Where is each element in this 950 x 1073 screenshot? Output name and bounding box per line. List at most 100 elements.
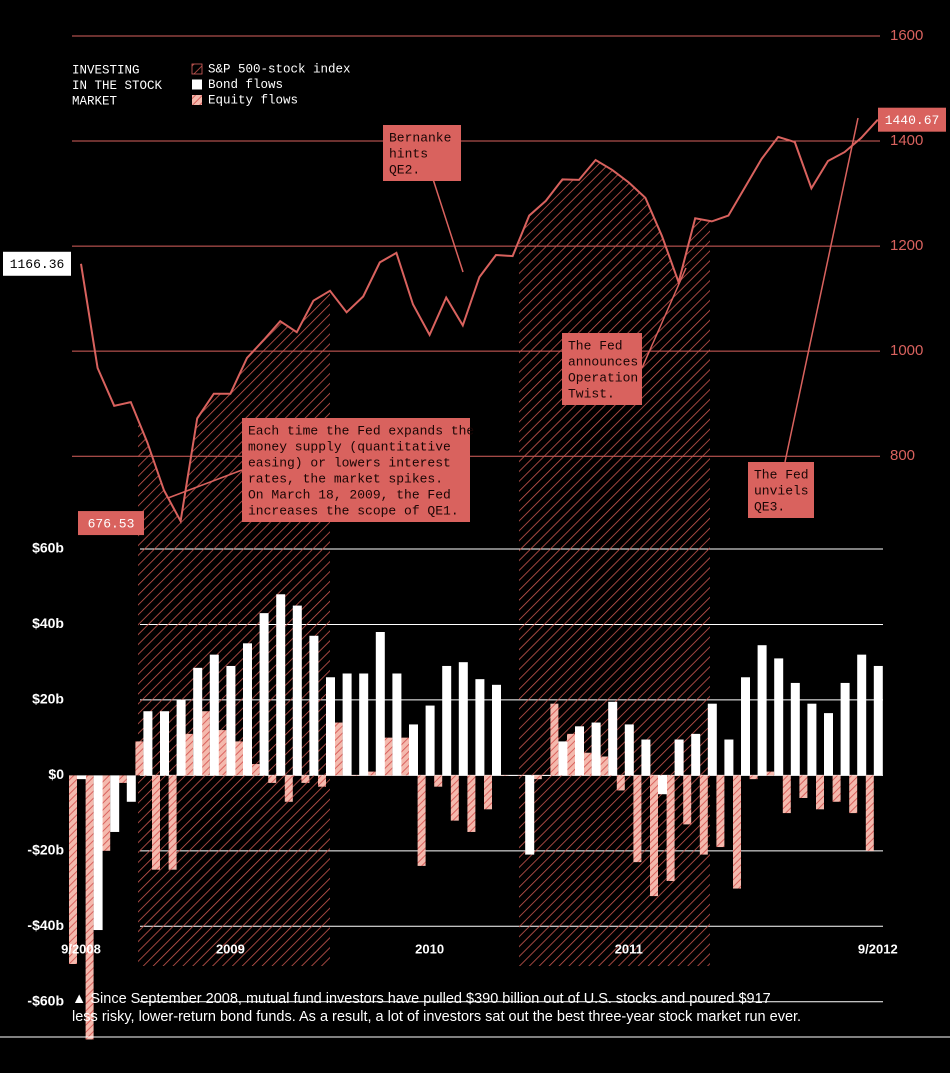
equity-bar bbox=[865, 775, 874, 851]
bond-bar bbox=[857, 654, 867, 776]
annotation-text: easing) or lowers interest bbox=[248, 455, 451, 470]
bond-bar bbox=[658, 775, 667, 795]
annotation-text: hints bbox=[389, 146, 428, 161]
bond-bar bbox=[674, 739, 684, 776]
bond-bar bbox=[790, 682, 800, 776]
annotation-text: Twist. bbox=[568, 386, 615, 401]
bond-bar bbox=[508, 775, 518, 776]
bond-bar bbox=[392, 673, 402, 776]
equity-bar bbox=[533, 775, 542, 780]
equity-bar bbox=[517, 775, 526, 776]
bond-bar bbox=[243, 643, 252, 776]
bond-bar bbox=[276, 594, 286, 776]
leader bbox=[431, 175, 464, 273]
bond-bar bbox=[624, 724, 634, 776]
value-label-box bbox=[78, 511, 144, 536]
annotation-text: The Fed bbox=[568, 338, 623, 353]
annotation-text: The Fed bbox=[754, 467, 809, 482]
bond-bar bbox=[359, 673, 369, 776]
y-tick-label: -$60b bbox=[27, 992, 64, 1008]
equity-bar bbox=[633, 775, 642, 863]
labels: -$60b -$40b -$20b $0 $20b $40b $60b 800 1000 1200… bbox=[3, 27, 946, 1025]
chart-title: INVESTING bbox=[72, 63, 140, 77]
equity-bar bbox=[832, 775, 841, 802]
equity-bar bbox=[849, 775, 858, 814]
equity-bar bbox=[69, 775, 77, 964]
value-label-box bbox=[3, 251, 71, 276]
leader bbox=[641, 267, 687, 369]
legend-swatch bbox=[192, 95, 202, 105]
equity-bar bbox=[550, 703, 559, 776]
equity-bar bbox=[733, 775, 741, 889]
bond-bar bbox=[77, 775, 86, 780]
annotation-text: Bernanke bbox=[389, 130, 451, 145]
equity-bar bbox=[716, 775, 725, 848]
equity-bar bbox=[500, 775, 509, 776]
bond-bar bbox=[226, 665, 236, 776]
annotation-text: On March 18, 2009, the Fed bbox=[248, 487, 451, 502]
bond-bar bbox=[458, 662, 468, 776]
equity-bar bbox=[450, 775, 459, 821]
equity-bar bbox=[782, 775, 791, 814]
caption: less risky, lower-return bond funds. As … bbox=[72, 1009, 801, 1025]
equity-bar bbox=[152, 775, 160, 870]
annotation-text: money supply (quantitative bbox=[248, 439, 451, 454]
x-tick-label: 9/2012 bbox=[858, 941, 898, 956]
chart-title: IN THE STOCK bbox=[72, 79, 163, 93]
equity-bar bbox=[417, 775, 426, 866]
equity-bar bbox=[185, 733, 194, 776]
bond-bar bbox=[176, 699, 186, 776]
leader-lines bbox=[167, 117, 859, 499]
equity-bar bbox=[118, 775, 127, 783]
bond-bar bbox=[558, 741, 568, 776]
y-tick-label: -$40b bbox=[27, 917, 64, 933]
bond-bar bbox=[309, 635, 319, 776]
bond-bar bbox=[492, 684, 501, 776]
equity-bar bbox=[251, 764, 260, 776]
equity-bar bbox=[683, 775, 692, 825]
equity-bar bbox=[650, 775, 658, 897]
y2-tick-label: 1200 bbox=[890, 237, 923, 254]
equity-bar bbox=[384, 737, 393, 776]
bond-bar bbox=[425, 705, 435, 776]
equity-bar bbox=[268, 775, 277, 783]
x-tick-label: 2010 bbox=[415, 941, 444, 956]
annotation-box bbox=[562, 333, 642, 405]
bond-bar bbox=[807, 703, 817, 776]
annotation-text: QE2. bbox=[389, 162, 420, 177]
y2-tick-label: 800 bbox=[890, 447, 915, 464]
bond-bar bbox=[259, 613, 269, 776]
y-tick-label: $0 bbox=[48, 766, 64, 782]
legend-swatch bbox=[191, 63, 203, 75]
bond-bar bbox=[757, 645, 767, 776]
equity-bar bbox=[699, 775, 708, 855]
equity-bar bbox=[367, 771, 376, 776]
bond-bar bbox=[409, 724, 418, 776]
y-tick-label: $60b bbox=[32, 540, 64, 556]
bond-bar bbox=[193, 667, 203, 776]
equity-bar bbox=[235, 741, 243, 776]
sp500-line bbox=[80, 119, 879, 525]
annotation-text: rates, the market spikes. bbox=[248, 471, 443, 486]
y2-tick-label: 1600 bbox=[890, 27, 923, 44]
equity-bar bbox=[85, 775, 94, 1040]
y2-tick-label: 1000 bbox=[890, 342, 923, 359]
bond-bar bbox=[375, 632, 385, 776]
legend-label: S&P 500-stock index bbox=[208, 62, 351, 76]
bond-bar bbox=[741, 677, 750, 776]
equity-bar bbox=[600, 756, 609, 776]
legend-label: Bond flows bbox=[208, 78, 283, 92]
y-tick-label: -$20b bbox=[27, 842, 64, 858]
equity-bar bbox=[484, 775, 492, 810]
bond-bar bbox=[707, 703, 717, 776]
annotation-text: Operation bbox=[568, 370, 638, 385]
annotation-box bbox=[383, 125, 461, 181]
x-tick-label: 2009 bbox=[216, 941, 245, 956]
annotation-text: QE3. bbox=[754, 499, 785, 514]
bond-bar bbox=[873, 665, 883, 776]
annotation-text: unviels bbox=[754, 483, 809, 498]
equity-bar bbox=[749, 775, 758, 780]
equity-bar bbox=[201, 711, 210, 776]
bond-bar bbox=[641, 739, 651, 776]
